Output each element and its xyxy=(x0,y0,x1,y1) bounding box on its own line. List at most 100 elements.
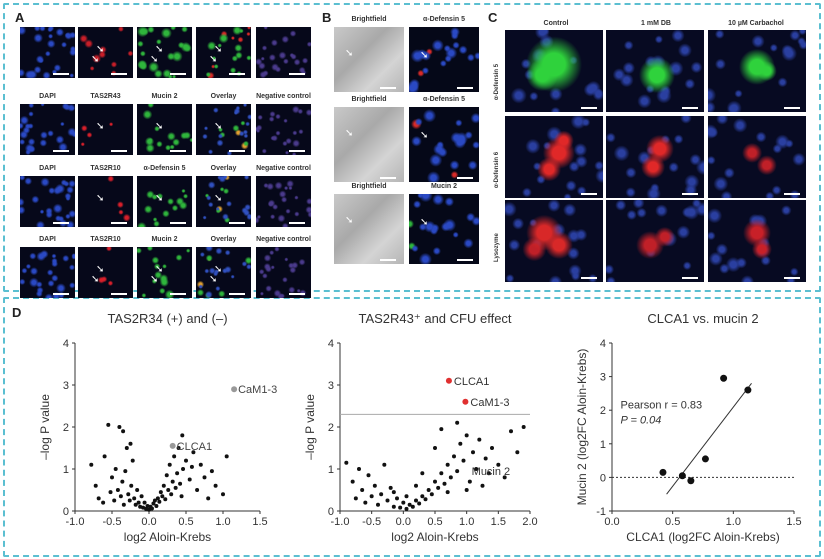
data-point xyxy=(198,462,203,467)
scale-bar xyxy=(457,177,473,179)
data-point xyxy=(176,446,181,450)
arrow-icon: ➘ xyxy=(150,274,159,285)
data-point xyxy=(445,462,450,467)
data-point xyxy=(391,504,396,509)
arrow-icon: ➘ xyxy=(214,44,223,55)
data-point xyxy=(344,460,349,465)
y-tick-label: 0 xyxy=(63,506,69,518)
y-axis-label: Mucin 2 (log2FC Aloin-Krebs) xyxy=(575,349,589,506)
panel-label-d: D xyxy=(12,305,22,320)
data-point xyxy=(181,467,186,471)
data-point xyxy=(123,469,128,474)
data-point xyxy=(163,497,168,502)
arrow-icon: ➘ xyxy=(155,264,164,275)
data-point xyxy=(110,475,114,480)
x-tick-label: 0.0 xyxy=(604,516,619,528)
data-point xyxy=(117,425,122,429)
data-point xyxy=(442,481,447,486)
pearson-r-annotation: Pearson r = 0.83 xyxy=(620,400,702,412)
x-tick-label: -0.5 xyxy=(103,516,122,528)
panel-a-image-r3-c5 xyxy=(256,176,311,227)
x-tick-label: 1.0 xyxy=(215,516,230,528)
data-point xyxy=(401,500,406,505)
data-point xyxy=(195,488,200,492)
x-tick-label: -0.5 xyxy=(362,516,381,528)
y-tick-label: 3 xyxy=(63,380,69,392)
point-annotation: Mucin 2 xyxy=(472,466,511,478)
x-tick-label: 1.0 xyxy=(459,516,474,528)
arrow-icon: ➘ xyxy=(150,54,159,65)
x-axis-label: CLCA1 (log2FC Aloin-Krebs) xyxy=(626,530,779,544)
panel-label-b: B xyxy=(322,10,332,25)
panel-a-image-r1-c2 xyxy=(78,27,133,78)
data-point xyxy=(224,454,229,459)
data-point xyxy=(376,502,380,507)
panel-a-label-r3-c2: TAS2R10 xyxy=(90,236,121,243)
data-point xyxy=(149,506,154,511)
data-point xyxy=(170,479,175,484)
x-tick-label: -1.0 xyxy=(66,516,85,528)
panel-c-image-r3-c3 xyxy=(708,200,806,282)
data-point xyxy=(115,488,120,492)
arrow-icon: ➘ xyxy=(155,193,164,204)
data-point xyxy=(720,374,728,382)
data-point xyxy=(187,477,192,482)
scale-bar xyxy=(229,222,245,224)
data-point xyxy=(169,492,174,497)
x-tick-label: 0.5 xyxy=(427,516,442,528)
data-point xyxy=(164,473,169,478)
data-point xyxy=(133,502,138,507)
panel-b-fluor-1 xyxy=(409,27,479,92)
panel-b-brightfield-2 xyxy=(334,107,404,182)
panel-b-label-fl-1: α-Defensin 5 xyxy=(422,16,466,23)
data-point xyxy=(206,496,211,501)
data-point xyxy=(106,422,111,427)
panel-b-label-fl-3: Mucin 2 xyxy=(430,183,458,190)
scale-bar xyxy=(53,150,69,152)
y-tick-label: 4 xyxy=(63,338,69,350)
panel-a-image-r1-c1 xyxy=(20,27,75,78)
data-point xyxy=(486,471,491,476)
panel-a-label-r1-c2: TAS2R43 xyxy=(90,93,121,100)
scale-bar xyxy=(581,193,597,195)
data-point xyxy=(202,475,207,480)
volcano-plot-tas2r43: TAS2R43⁺ and CFU effect -1.0 -0.5 0.0 0.5 1.0… xyxy=(303,311,538,544)
data-point xyxy=(701,455,709,463)
scale-bar xyxy=(289,293,305,295)
y-tick-label: 1 xyxy=(63,464,69,476)
scale-bar xyxy=(170,222,186,224)
x-tick-label: 0.0 xyxy=(396,516,411,528)
arrow-icon: ➘ xyxy=(214,264,223,275)
data-point xyxy=(101,500,106,505)
data-point xyxy=(136,500,141,505)
data-point xyxy=(483,456,488,461)
data-point xyxy=(429,492,434,497)
data-point xyxy=(369,494,374,499)
data-point xyxy=(490,446,494,450)
point-annotation: CLCA1 xyxy=(454,376,489,388)
panel-b-label-fl-2: α-Defensin 5 xyxy=(422,96,466,103)
data-point xyxy=(120,479,125,484)
scale-bar xyxy=(380,177,396,179)
scale-bar xyxy=(289,150,305,152)
data-point xyxy=(154,503,159,508)
data-point xyxy=(127,498,132,503)
panel-a-image-r4-c1 xyxy=(20,247,75,298)
scale-bar xyxy=(457,87,473,89)
point-annotation: CLCA1 xyxy=(177,441,212,453)
y-tick-label: 4 xyxy=(600,338,606,350)
data-point xyxy=(515,450,520,455)
scale-bar xyxy=(581,277,597,279)
panel-a-image-r2-c2 xyxy=(78,104,133,155)
arrow-icon: ➘ xyxy=(96,264,105,275)
scale-bar xyxy=(170,150,186,152)
panel-a-image-r2-c1 xyxy=(20,104,75,155)
panel-a-image-r2-c3 xyxy=(137,104,192,155)
panel-a-image-r3-c3 xyxy=(137,176,192,227)
scale-bar xyxy=(682,277,698,279)
correlation-plot-clca1-mucin2: CLCA1 vs. mucin 2 0.0 0.5 1.0 1.5 -1 0 1 2 3 4 CLCA… xyxy=(575,311,802,544)
panel-a-label-r1-c3: Mucin 2 xyxy=(151,93,178,100)
data-point xyxy=(180,433,185,438)
data-point xyxy=(407,502,412,507)
y-tick-label: 3 xyxy=(328,380,334,392)
